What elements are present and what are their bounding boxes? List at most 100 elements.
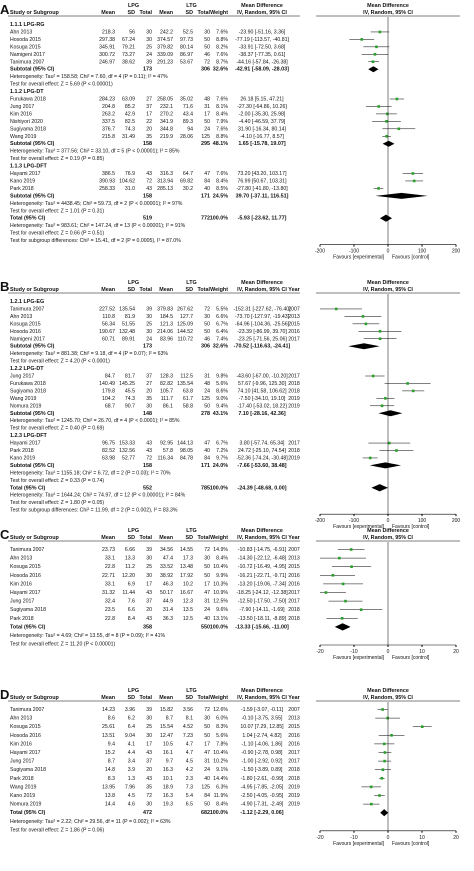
mean1-value: 345.91 — [99, 44, 115, 50]
study-name: Hosoda 2016 — [10, 329, 41, 335]
weight-value: 10.3% — [213, 581, 228, 587]
total2-value: 50 — [204, 37, 210, 43]
point-estimate-square — [340, 617, 344, 620]
subgroup-label: 1.1.1 LPG-RG — [10, 22, 44, 28]
point-estimate-square — [378, 330, 382, 333]
group2-header: LTG — [186, 528, 196, 534]
x-tick-label: -10 — [350, 649, 357, 655]
sd1-value: 4.5 — [128, 793, 135, 799]
sd1-value: 6.2 — [128, 716, 135, 722]
sd2-header: SD — [186, 535, 194, 541]
sd1-header: SD — [128, 695, 136, 701]
ci-value: -23.90 [-51.16, 3.36] — [239, 29, 286, 35]
weight-value: 8.7% — [216, 59, 228, 65]
study-name: Kano 2019 — [10, 793, 35, 799]
sd1-value: 12.20 — [122, 573, 135, 579]
sd2-value: 112.5 — [180, 374, 193, 380]
total1-value: 30 — [146, 403, 152, 409]
sd1-value: 7.6 — [128, 599, 135, 605]
sd2-value: 58.8 — [183, 403, 193, 409]
mean1-value: 8.7 — [108, 759, 115, 765]
mean1-value: 22.71 — [102, 573, 115, 579]
ci-value: -4.95 [-7.85, -2.05] — [241, 784, 284, 790]
stat-note: Heterogeneity: Tau² = 4.69; Chi² = 13.55… — [10, 633, 165, 639]
sd2-value: 267.62 — [177, 306, 193, 312]
stat-note: Test for overall effect: Z = 1.86 (P = 0… — [10, 827, 104, 833]
total2-value: 47 — [204, 171, 210, 177]
sd2-value: 86.97 — [180, 52, 193, 58]
sd2-value: 5.4 — [186, 793, 193, 799]
sd1-value: 11.44 — [122, 590, 135, 596]
group2-header: LTG — [186, 280, 196, 286]
study-name: Tanimura 2007 — [10, 59, 44, 65]
total1-header: Total — [140, 535, 153, 541]
x-tick-label: 0 — [387, 518, 390, 524]
study-name: Nomura 2019 — [10, 403, 42, 409]
weight-value: 5.6% — [216, 381, 228, 387]
study-name: Park 2018 — [10, 776, 34, 782]
md-header: Mean Difference — [241, 528, 283, 534]
year-value: 2018 — [288, 767, 300, 773]
weight-value: 8.4% — [216, 178, 228, 184]
ci-value: -73.70 [-127.97, -19.43] — [235, 314, 290, 320]
favours-experimental: Favours [experimental] — [333, 255, 384, 261]
mean1-value: 8.6 — [108, 716, 115, 722]
mean1-value: 204.8 — [102, 104, 115, 110]
year-value: 2007 — [288, 306, 300, 312]
mean1-value: 14.23 — [102, 707, 115, 713]
point-estimate-square — [383, 759, 386, 763]
total2-value: 48 — [204, 97, 210, 103]
mean2-value: 232.1 — [160, 104, 173, 110]
study-name: Nomura 2019 — [10, 802, 42, 808]
stat-note: Test for subgroup differences: Chi² = 15… — [10, 238, 181, 244]
sd1-value: 145.25 — [119, 381, 135, 387]
sd1-value: 38.62 — [122, 59, 135, 65]
sd2-value: 110.72 — [178, 336, 194, 342]
sd1-value: 90.7 — [125, 403, 135, 409]
ci-value: -24.39 [-48.68, 0.00] — [237, 485, 286, 491]
group1-header: LPG — [128, 688, 139, 694]
weight-value: 6.7% — [216, 321, 228, 327]
year-value: 2015 — [288, 564, 300, 570]
md-right-header: Mean Difference — [367, 528, 409, 534]
sd2-header: SD — [186, 287, 194, 293]
total1-value: 30 — [146, 314, 152, 320]
mean2-value: 12.47 — [160, 733, 173, 739]
total1-value: 25 — [146, 564, 152, 570]
mean1-value: 14.4 — [105, 802, 115, 808]
sd1-value: 3.96 — [125, 707, 135, 713]
mean1-value: 246.97 — [99, 59, 115, 65]
weight-value: 9.4% — [216, 403, 228, 409]
mean2-value: 111.7 — [161, 396, 173, 402]
point-estimate-square — [364, 322, 368, 326]
point-estimate-square — [361, 315, 365, 318]
ci-value: 1.65 [-15.78, 19.07] — [238, 141, 286, 147]
md-sub-header: IV, Random, 95% CI — [237, 535, 287, 541]
study-name: Sugiyama 2018 — [10, 767, 46, 773]
sd1-value: 31.0 — [125, 186, 135, 192]
mean1-value: 13.51 — [102, 733, 115, 739]
ci-value: -70.52 [-116.63, -24.41] — [234, 344, 291, 350]
point-estimate-square — [377, 105, 381, 108]
mean2-value: 128.3 — [160, 374, 173, 380]
year-header: Year — [288, 287, 300, 293]
point-estimate-square — [395, 97, 399, 101]
weight-value: 14.4% — [213, 776, 228, 782]
mean2-value: 10.5 — [163, 741, 173, 747]
sd1-value: 3.9 — [128, 767, 135, 773]
point-estimate-square — [386, 716, 389, 720]
weight-value: 8.6% — [216, 388, 228, 394]
study-name: Sugiyama 2018 — [10, 126, 46, 132]
total2-value: 84 — [204, 455, 210, 461]
favours-experimental: Favours [experimental] — [333, 841, 384, 847]
study-name: Namigeni 2017 — [10, 336, 45, 342]
sd2-value: 69.82 — [180, 178, 193, 184]
year-value: 2007 — [288, 547, 300, 553]
total2-value: 50 — [204, 802, 210, 808]
total1-value: 37 — [146, 759, 152, 765]
weight-value: 24.0% — [213, 463, 228, 469]
ci-value: -2.00 [-35.30, 25.98] — [239, 111, 286, 117]
total1-value: 72 — [146, 455, 152, 461]
sd2-value: 63.8 — [183, 388, 193, 394]
sd2-value: 12.3 — [183, 599, 193, 605]
